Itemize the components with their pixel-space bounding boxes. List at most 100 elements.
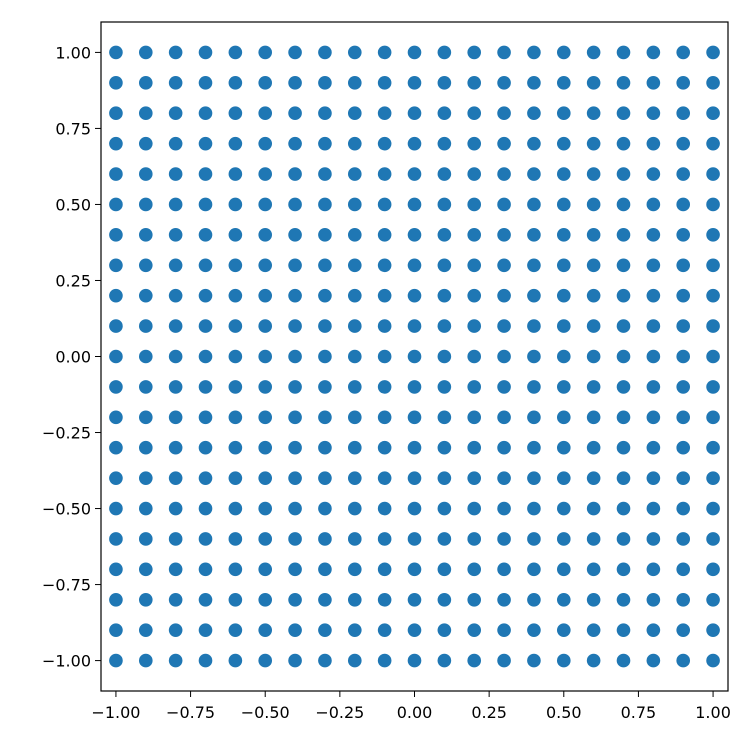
data-point — [467, 76, 482, 90]
data-point — [616, 623, 631, 637]
data-point — [288, 197, 302, 212]
data-point — [586, 653, 601, 668]
data-point — [288, 410, 302, 425]
data-point — [616, 136, 631, 151]
data-point — [646, 532, 661, 546]
data-point — [168, 562, 183, 577]
data-point — [497, 532, 511, 546]
data-point — [109, 623, 123, 637]
data-point — [228, 45, 243, 60]
data-point — [288, 136, 302, 151]
data-point — [228, 228, 243, 242]
data-point — [527, 471, 541, 485]
x-axis: −1.00 −0.75 −0.50 −0.25 0.00 0.25 0.50 0.75 1.00 — [91, 691, 731, 722]
data-point — [497, 623, 511, 637]
data-point — [109, 532, 123, 546]
data-point — [467, 258, 482, 273]
data-point — [198, 440, 213, 455]
y-tick-label: −1.00 — [42, 652, 91, 671]
data-point — [556, 258, 571, 273]
data-point — [497, 410, 511, 425]
data-point — [556, 562, 571, 577]
data-point — [347, 45, 362, 60]
data-point — [288, 471, 302, 485]
data-point — [377, 136, 392, 151]
data-point — [467, 288, 482, 303]
data-point — [407, 653, 422, 668]
data-point — [198, 228, 213, 242]
data-point — [407, 258, 422, 273]
data-point — [706, 592, 720, 607]
data-point — [706, 653, 720, 668]
data-point — [288, 45, 302, 60]
data-point — [377, 410, 392, 425]
data-point — [467, 228, 482, 242]
data-point — [676, 349, 691, 364]
data-point — [347, 319, 362, 333]
data-point — [288, 228, 302, 242]
data-point — [228, 167, 243, 181]
data-point — [646, 653, 661, 668]
data-point — [467, 167, 482, 181]
data-point — [706, 410, 720, 425]
data-point — [347, 380, 362, 394]
data-point — [377, 653, 392, 668]
data-point — [318, 623, 332, 637]
data-point — [556, 623, 571, 637]
data-point — [318, 562, 332, 577]
data-point — [497, 258, 511, 273]
data-point — [586, 45, 601, 60]
data-point — [556, 288, 571, 303]
data-point — [646, 380, 661, 394]
data-point — [377, 76, 392, 90]
data-point — [377, 197, 392, 212]
data-point — [407, 167, 422, 181]
data-point — [138, 562, 153, 577]
data-point — [138, 532, 153, 546]
data-point — [288, 380, 302, 394]
data-point — [258, 258, 273, 273]
data-point — [109, 440, 123, 455]
data-point — [347, 228, 362, 242]
data-point — [168, 106, 183, 121]
data-point — [138, 410, 153, 425]
data-point — [437, 501, 452, 516]
data-point — [198, 288, 213, 303]
data-point — [109, 167, 123, 181]
data-point — [138, 440, 153, 455]
data-point — [228, 562, 243, 577]
data-point — [586, 76, 601, 90]
y-tick-label: 1.00 — [55, 43, 91, 62]
data-point — [467, 380, 482, 394]
y-tick-label: −0.75 — [42, 576, 91, 595]
data-point — [138, 228, 153, 242]
data-point — [706, 288, 720, 303]
data-point — [437, 592, 452, 607]
data-point — [646, 592, 661, 607]
x-tick-label: 0.25 — [471, 703, 507, 722]
data-point — [198, 562, 213, 577]
data-point — [138, 592, 153, 607]
data-point — [527, 562, 541, 577]
data-point — [676, 258, 691, 273]
data-point — [228, 197, 243, 212]
data-point — [198, 319, 213, 333]
data-point — [556, 653, 571, 668]
data-point — [556, 440, 571, 455]
data-point — [347, 410, 362, 425]
data-point — [437, 45, 452, 60]
data-point — [437, 76, 452, 90]
data-point — [646, 76, 661, 90]
data-point — [527, 106, 541, 121]
data-point — [706, 501, 720, 516]
data-point — [168, 380, 183, 394]
data-point — [377, 349, 392, 364]
data-point — [168, 319, 183, 333]
data-point — [407, 45, 422, 60]
data-point — [646, 45, 661, 60]
y-axis: −1.00 −0.75 −0.50 −0.25 0.00 0.25 0.50 0.75 1.00 — [42, 43, 101, 671]
data-point — [168, 440, 183, 455]
data-point — [347, 349, 362, 364]
data-point — [138, 471, 153, 485]
data-point — [138, 653, 153, 668]
